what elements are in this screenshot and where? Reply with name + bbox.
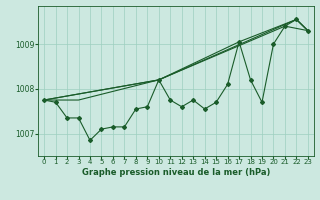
X-axis label: Graphe pression niveau de la mer (hPa): Graphe pression niveau de la mer (hPa) <box>82 168 270 177</box>
